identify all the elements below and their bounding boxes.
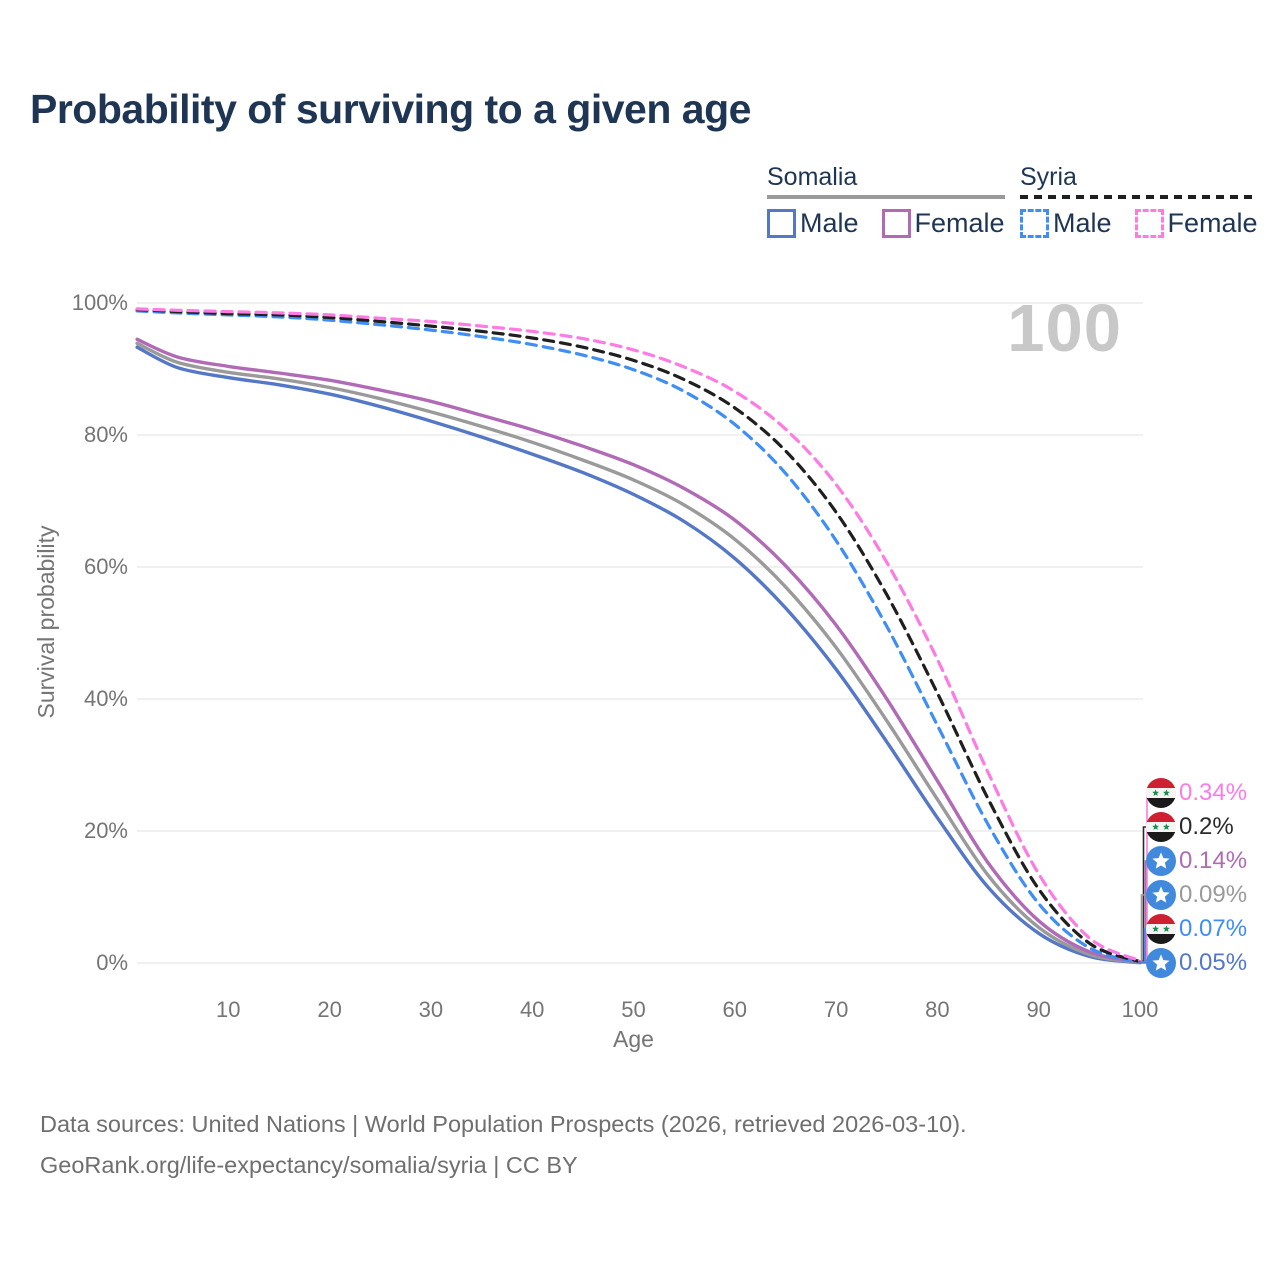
curve-syria-male bbox=[135, 309, 1142, 965]
somalia-male-label: Male bbox=[800, 208, 859, 238]
x-tick-40: 40 bbox=[519, 997, 545, 1022]
somalia-flag-icon bbox=[1146, 846, 1176, 876]
x-tick-90: 90 bbox=[1026, 997, 1051, 1022]
syria-female-swatch bbox=[1134, 209, 1164, 238]
x-tick-10: 10 bbox=[216, 997, 241, 1022]
curve-somalia-female bbox=[135, 337, 1142, 964]
somalia-female-swatch bbox=[881, 209, 911, 238]
y-tick-60: 60% bbox=[83, 554, 128, 579]
curve-somalia-male bbox=[135, 345, 1142, 965]
x-tick-50: 50 bbox=[621, 997, 646, 1022]
syria-male-swatch bbox=[1020, 209, 1049, 238]
end-label-value: 0.05% bbox=[1179, 949, 1248, 976]
end-label-value: 0.09% bbox=[1179, 881, 1248, 908]
x-axis-title: Age bbox=[613, 1026, 654, 1052]
legend-item-syria-male[interactable]: Male bbox=[1020, 208, 1112, 239]
end-label-row: 0.05% bbox=[1146, 948, 1247, 978]
syria-flag-icon bbox=[1146, 812, 1176, 842]
end-label-value: 0.14% bbox=[1179, 847, 1248, 874]
end-label-row: 0.07% bbox=[1146, 914, 1247, 944]
end-label-value: 0.2% bbox=[1179, 813, 1234, 840]
y-tick-0: 0% bbox=[96, 950, 128, 975]
syria-female-label: Female bbox=[1167, 208, 1258, 238]
curve-syria-overall bbox=[135, 308, 1142, 964]
legend-somalia-title: Somalia bbox=[767, 163, 858, 191]
legend-somalia-items: Male Female bbox=[767, 208, 1005, 239]
y-tick-40: 40% bbox=[83, 686, 128, 711]
x-tick-20: 20 bbox=[317, 997, 342, 1022]
y-axis-title: Survival probability bbox=[33, 525, 59, 719]
legend-item-syria-female[interactable]: Female bbox=[1134, 208, 1258, 239]
age-watermark: 100 bbox=[1007, 291, 1122, 366]
y-tick-20: 20% bbox=[83, 818, 128, 843]
chart-title: Probability of surviving to a given age bbox=[30, 86, 751, 132]
somalia-flag-icon bbox=[1146, 880, 1176, 910]
legend-syria-items: Male Female bbox=[1020, 208, 1258, 239]
x-tick-70: 70 bbox=[823, 997, 849, 1022]
end-label-connector bbox=[1138, 860, 1149, 963]
syria-flag-icon bbox=[1146, 778, 1176, 808]
x-tick-100: 100 bbox=[1121, 997, 1159, 1022]
somalia-female-label: Female bbox=[914, 208, 1005, 238]
legend-syria-title: Syria bbox=[1020, 163, 1077, 191]
x-tick-60: 60 bbox=[722, 997, 748, 1022]
end-label-value: 0.34% bbox=[1179, 779, 1248, 806]
legend-item-somalia-female[interactable]: Female bbox=[881, 208, 1005, 239]
end-label-row: 0.14% bbox=[1146, 846, 1247, 876]
y-tick-80: 80% bbox=[83, 422, 128, 447]
footer: Data sources: United Nations | World Pop… bbox=[40, 1104, 967, 1186]
legend-group-syria: Syria Male Female bbox=[1020, 163, 1258, 239]
x-tick-80: 80 bbox=[925, 997, 950, 1022]
footer-attribution: GeoRank.org/life-expectancy/somalia/syri… bbox=[40, 1152, 578, 1178]
syria-flag-icon bbox=[1146, 914, 1176, 944]
somalia-line-style-swatch bbox=[767, 195, 1005, 199]
legend-item-somalia-male[interactable]: Male bbox=[767, 208, 859, 239]
end-label-value: 0.07% bbox=[1179, 915, 1248, 942]
somalia-flag-icon bbox=[1146, 948, 1176, 978]
y-tick-100: 100% bbox=[71, 290, 128, 315]
legend-syria-header[interactable]: Syria bbox=[1020, 163, 1258, 199]
curve-syria-female bbox=[135, 307, 1142, 963]
somalia-male-swatch bbox=[767, 209, 796, 238]
x-tick-30: 30 bbox=[418, 997, 444, 1022]
curve-somalia-overall bbox=[135, 341, 1142, 965]
legend-somalia-header[interactable]: Somalia bbox=[767, 163, 1005, 199]
footer-data-sources: Data sources: United Nations | World Pop… bbox=[40, 1111, 967, 1137]
syria-line-style-swatch bbox=[1020, 195, 1258, 199]
syria-male-label: Male bbox=[1053, 208, 1112, 238]
legend-group-somalia: Somalia Male Female bbox=[767, 163, 1005, 239]
end-label-row: 0.34% bbox=[1146, 778, 1247, 808]
end-label-row: 0.09% bbox=[1146, 880, 1247, 910]
end-label-row: 0.2% bbox=[1146, 812, 1234, 842]
